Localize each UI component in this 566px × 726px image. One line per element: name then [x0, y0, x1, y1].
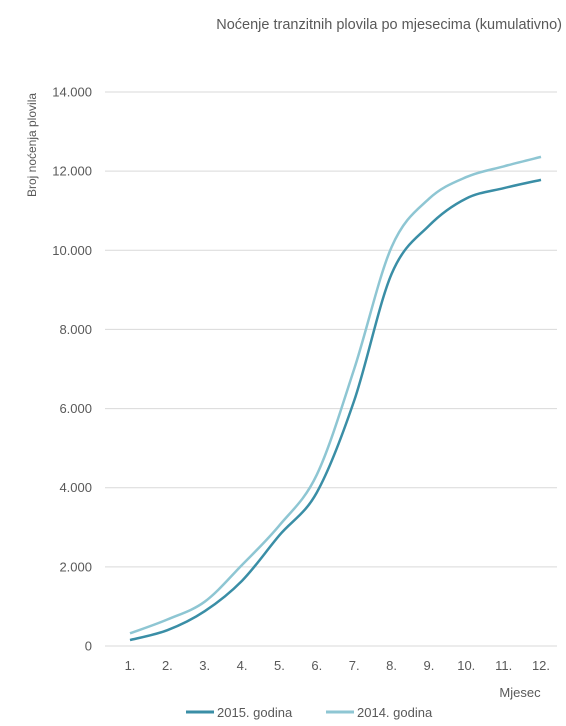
- gridlines: [105, 91, 557, 647]
- y-tick-label: 4.000: [59, 480, 92, 495]
- x-axis-label: Mjesec: [499, 685, 541, 700]
- x-tick-label: 7.: [349, 658, 360, 673]
- legend-label-2015: 2015. godina: [217, 705, 293, 720]
- series-line-2014: [129, 155, 542, 635]
- chart-title: Noćenje tranzitnih plovila po mjesecima …: [216, 17, 562, 33]
- y-tick-label: 14.000: [52, 85, 92, 100]
- x-tick-labels: 1. 2. 3. 4. 5. 6. 7. 8. 9. 10. 11. 12.: [125, 658, 550, 673]
- x-tick-label: 1.: [125, 658, 136, 673]
- y-axis-label: Broj noćenja plovila: [25, 93, 39, 197]
- y-tick-labels: 0 2.000 4.000 6.000 8.000 10.000 12.000 14.000: [52, 85, 92, 654]
- x-tick-label: 2.: [162, 658, 173, 673]
- series-lines: [129, 155, 542, 642]
- x-tick-label: 10.: [457, 658, 475, 673]
- y-tick-label: 12.000: [52, 164, 92, 179]
- legend-label-2014: 2014. godina: [357, 705, 433, 720]
- x-tick-label: 5.: [274, 658, 285, 673]
- y-tick-label: 6.000: [59, 401, 92, 416]
- y-tick-label: 8.000: [59, 322, 92, 337]
- series-line-2015: [129, 178, 542, 642]
- x-tick-label: 12.: [532, 658, 550, 673]
- x-tick-label: 9.: [423, 658, 434, 673]
- x-tick-label: 6.: [311, 658, 322, 673]
- x-tick-label: 11.: [495, 658, 512, 673]
- y-tick-label: 2.000: [59, 559, 92, 574]
- x-tick-label: 4.: [237, 658, 248, 673]
- legend: 2015. godina 2014. godina: [186, 705, 433, 720]
- x-tick-label: 3.: [199, 658, 210, 673]
- y-tick-label: 0: [85, 639, 92, 654]
- x-tick-label: 8.: [386, 658, 397, 673]
- y-tick-label: 10.000: [52, 243, 92, 258]
